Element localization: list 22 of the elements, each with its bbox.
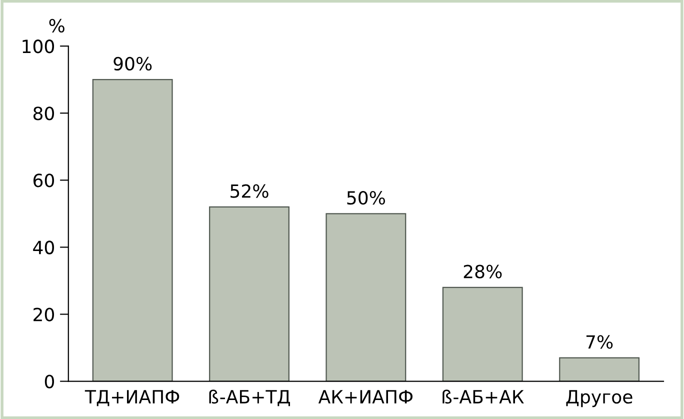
data-label: 52% [230, 184, 268, 198]
y-tick-label: 80 [33, 106, 54, 120]
y-tick-label: 60 [33, 174, 54, 188]
x-tick-label: Другое [566, 390, 632, 408]
x-tick-label: АК+ИАПФ [318, 390, 413, 404]
y-tick-label: 0 [44, 374, 54, 388]
bar [209, 206, 290, 382]
data-label: 7% [586, 335, 613, 349]
bar [326, 213, 406, 382]
bar [442, 286, 523, 382]
x-tick-label: ß-АБ+ТД [209, 390, 290, 406]
y-tick-label: 20 [34, 308, 54, 322]
data-label: 50% [347, 190, 386, 205]
data-label: 28% [464, 264, 502, 278]
x-tick-label: ß-АБ+АК [442, 390, 524, 404]
y-tick-label: 100 [22, 40, 54, 54]
bar [559, 357, 640, 382]
data-label: 90% [114, 56, 152, 71]
y-axis-title: % [49, 18, 64, 33]
y-tick-label: 40 [33, 240, 54, 254]
bar [92, 79, 173, 382]
x-tick-label: ТД+ИАПФ [84, 390, 180, 406]
